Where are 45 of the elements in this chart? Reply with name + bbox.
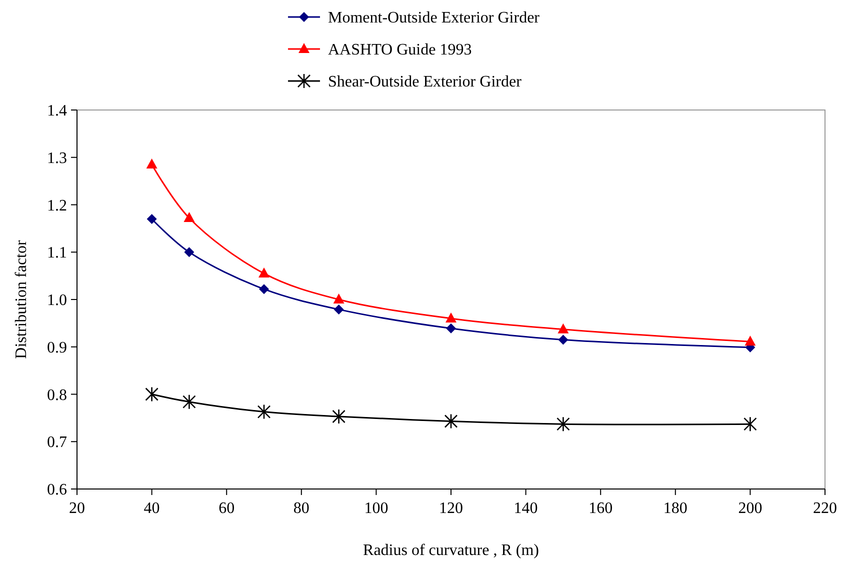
point — [444, 414, 458, 429]
legend-label: Shear-Outside Exterior Girder — [328, 74, 522, 91]
point — [184, 247, 194, 258]
x-tick-label: 60 — [218, 500, 235, 517]
y-axis-title: Distribution factor — [13, 240, 30, 359]
x-tick-label: 220 — [813, 500, 837, 517]
y-tick-label: 1.4 — [47, 102, 67, 120]
point — [184, 212, 195, 222]
point — [258, 267, 270, 278]
x-tick-label: 20 — [69, 500, 85, 517]
y-tick-label: 1.0 — [47, 292, 67, 310]
x-tick-label: 200 — [738, 500, 762, 517]
point — [333, 294, 344, 304]
point — [146, 214, 157, 224]
x-tick-label: 100 — [364, 500, 388, 517]
y-tick-label: 0.8 — [47, 386, 67, 404]
y-tick-label: 0.6 — [47, 482, 67, 499]
point — [744, 336, 756, 346]
point — [145, 386, 158, 402]
legend-label: Moment-Outside Exterior Girder — [328, 10, 540, 27]
x-tick-label: 160 — [588, 500, 613, 517]
point — [446, 323, 456, 334]
point — [744, 416, 757, 432]
point — [556, 416, 570, 432]
x-tick-label: 40 — [144, 500, 160, 517]
x-tick-label: 80 — [293, 500, 310, 517]
y-tick-label: 1.1 — [47, 244, 67, 262]
x-tick-label: 180 — [663, 500, 688, 517]
y-tick-label: 0.9 — [47, 339, 67, 356]
point — [257, 404, 271, 420]
y-tick-label: 1.2 — [47, 197, 67, 214]
point — [446, 312, 456, 322]
legend-label: AASHTO Guide 1993 — [328, 42, 472, 59]
x-tick-label: 140 — [514, 500, 538, 517]
y-tick-label: 1.3 — [47, 150, 67, 167]
point — [182, 394, 196, 410]
y-tick-label: 0.7 — [47, 434, 67, 452]
point — [332, 408, 346, 424]
point — [259, 284, 269, 294]
x-tick-label: 120 — [439, 500, 463, 517]
point — [558, 334, 568, 345]
point — [558, 323, 569, 334]
x-axis-title: Radius of curvature , R (m) — [363, 542, 539, 559]
point — [334, 304, 344, 314]
point — [146, 158, 158, 168]
